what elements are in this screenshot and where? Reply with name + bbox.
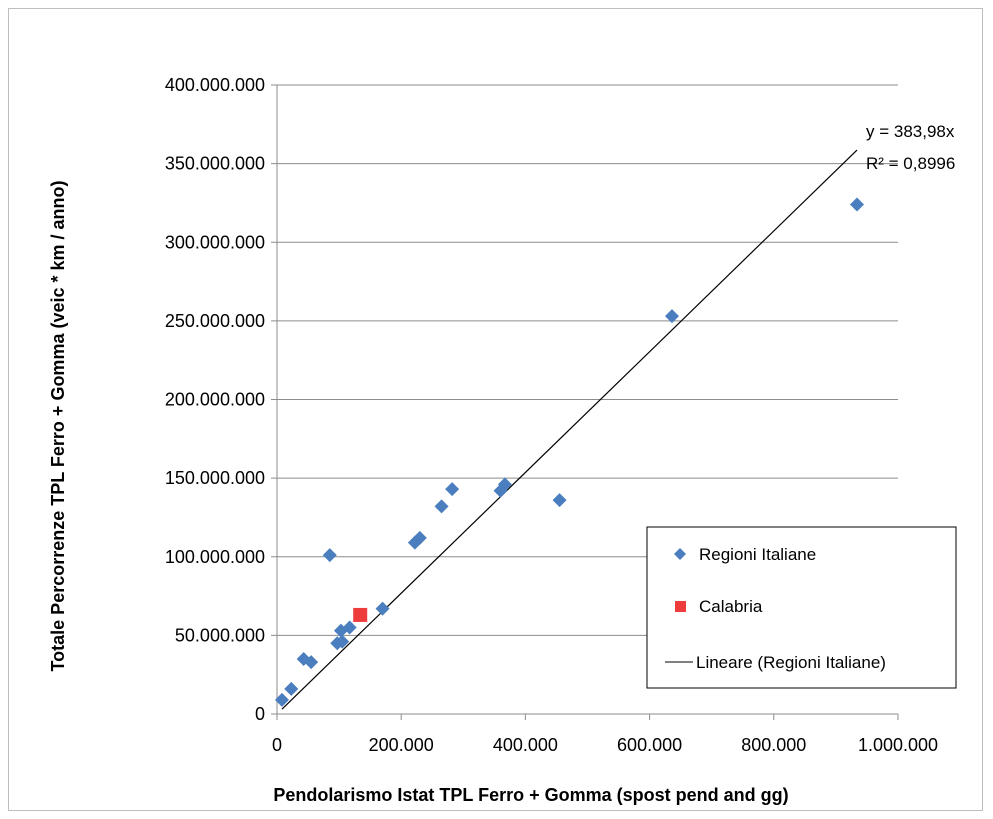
x-tick-label: 600.000 xyxy=(617,735,682,755)
point-regioni-italiane xyxy=(284,681,299,696)
y-tick-labels: 0 50.000.000 100.000.000 150.000.000 200.000… xyxy=(165,75,265,724)
r-squared-label: R² = 0,8996 xyxy=(866,154,955,173)
y-tick-label: 300.000.000 xyxy=(165,232,265,252)
point-regioni-italiane xyxy=(664,309,679,324)
y-axis-title: Totale Percorrenze TPL Ferro + Gomma (ve… xyxy=(48,181,68,672)
point-regioni-italiane xyxy=(412,530,427,545)
y-tick-label: 150.000.000 xyxy=(165,468,265,488)
x-tick-label: 1.000.000 xyxy=(858,735,938,755)
y-tick-label: 0 xyxy=(255,704,265,724)
point-regioni-italiane xyxy=(342,620,357,635)
trendline-equation: y = 383,98x xyxy=(866,122,955,141)
x-tick-labels: 0 200.000 400.000 600.000 800.000 1.000.000 xyxy=(272,735,938,755)
x-tick-label: 400.000 xyxy=(493,735,558,755)
axes xyxy=(271,84,899,720)
x-tick-label: 0 xyxy=(272,735,282,755)
legend: Regioni Italiane Calabria Lineare (Regio… xyxy=(646,526,957,689)
legend-box xyxy=(646,526,957,689)
legend-marker-calabria xyxy=(675,601,686,612)
y-tick-label: 100.000.000 xyxy=(165,547,265,567)
point-regioni-italiane xyxy=(304,655,319,670)
y-tick-label: 400.000.000 xyxy=(165,75,265,95)
trendline xyxy=(281,149,858,710)
trendline-line xyxy=(281,149,858,710)
point-regioni-italiane xyxy=(850,197,865,212)
point-regioni-italiane xyxy=(322,548,337,563)
legend-marker-regioni xyxy=(674,548,686,560)
legend-label-calabria: Calabria xyxy=(699,597,763,616)
point-regioni-italiane xyxy=(552,493,567,508)
y-tick-label: 350.000.000 xyxy=(165,154,265,174)
point-regioni-italiane xyxy=(445,482,460,497)
x-tick-label: 200.000 xyxy=(369,735,434,755)
point-calabria xyxy=(353,607,368,622)
point-regioni-italiane xyxy=(434,499,449,514)
point-regioni-italiane xyxy=(274,692,289,707)
y-tick-label: 250.000.000 xyxy=(165,311,265,331)
legend-label-regioni: Regioni Italiane xyxy=(699,545,816,564)
point-regioni-italiane xyxy=(497,477,512,492)
point-regioni-italiane xyxy=(375,601,390,616)
x-tick-label: 800.000 xyxy=(741,735,806,755)
x-axis-title: Pendolarismo Istat TPL Ferro + Gomma (sp… xyxy=(273,785,788,805)
data-points xyxy=(274,197,865,707)
legend-label-trendline: Lineare (Regioni Italiane) xyxy=(696,653,886,672)
y-tick-label: 50.000.000 xyxy=(175,625,265,645)
y-tick-label: 200.000.000 xyxy=(165,390,265,410)
point-regioni-italiane xyxy=(335,634,350,649)
